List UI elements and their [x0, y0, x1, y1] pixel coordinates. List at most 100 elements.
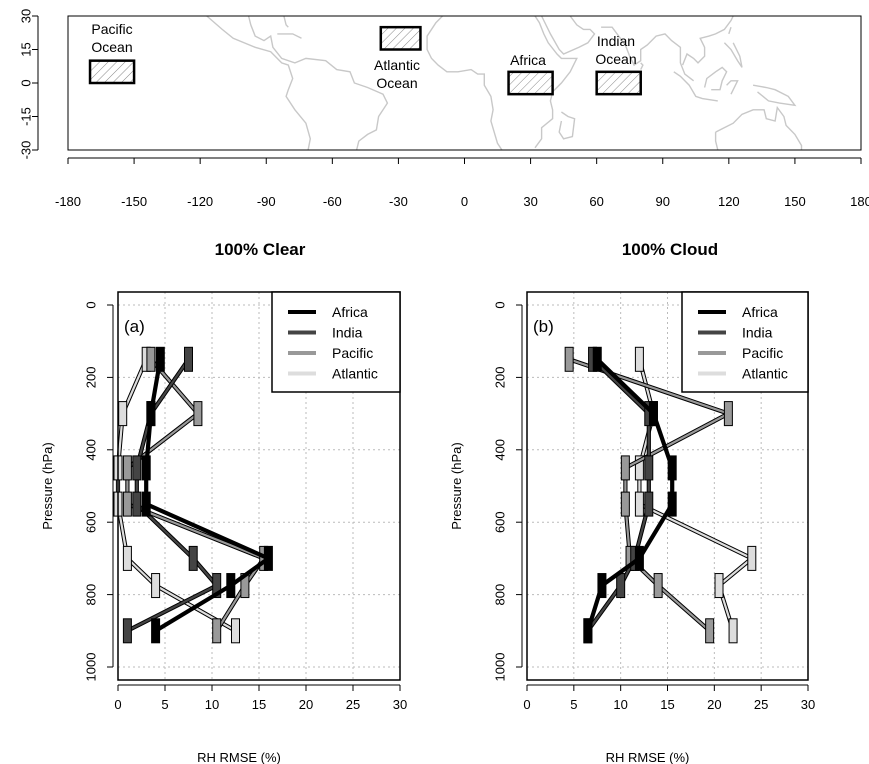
data-point-africa [667, 455, 677, 481]
data-point-india [132, 455, 142, 481]
x-tick-label: 25 [754, 697, 768, 712]
data-point-africa [263, 545, 273, 571]
x-tick-label: 0 [114, 697, 121, 712]
legend-entry: India [742, 325, 773, 341]
panel-clear: 0 5 10 15 20 25 30 RH RMSE (%) 0 200 400 600 800 1000… [40, 240, 407, 764]
region-box-africa [507, 70, 554, 96]
region-box-atlantic-ocean [379, 25, 422, 51]
map-frame [67, 15, 862, 151]
x-tick-label: 10 [205, 697, 219, 712]
panel-title: 100% Cloud [622, 240, 718, 259]
y-tick-label: 800 [493, 584, 508, 606]
data-point-atlantic [151, 573, 161, 599]
coastline [673, 71, 718, 102]
map-y-tick-label: 30 [19, 9, 34, 23]
region-label-pacific-ocean: Pacific [91, 21, 132, 37]
y-axis-label: Pressure (hPa) [40, 442, 55, 529]
y-tick-label: 400 [493, 439, 508, 461]
panel-label: (a) [124, 317, 145, 336]
data-point-pacific [705, 618, 715, 644]
data-point-pacific [620, 455, 630, 481]
coastline [206, 15, 312, 151]
legend-entry: Africa [332, 304, 368, 320]
data-point-pacific [122, 455, 132, 481]
coastline [640, 62, 644, 70]
coastline [681, 15, 734, 66]
x-tick-label: 30 [393, 697, 407, 712]
data-point-india [644, 491, 654, 517]
map-y-tick-label: -30 [19, 141, 34, 160]
x-tick-label: 10 [613, 697, 627, 712]
data-point-africa [151, 618, 161, 644]
data-point-africa [226, 573, 236, 599]
coastline [601, 26, 695, 82]
data-point-pacific [193, 401, 203, 427]
data-point-africa [597, 573, 607, 599]
data-point-atlantic [118, 401, 128, 427]
panel-cloud: 0 5 10 15 20 25 30 RH RMSE (%) 0 200 400 600 800 1000… [449, 240, 815, 764]
y-tick-label: 1000 [84, 653, 99, 682]
coastline [540, 15, 596, 55]
region-label-pacific-ocean: Ocean [91, 39, 132, 55]
data-point-pacific [653, 573, 663, 599]
data-point-atlantic [231, 618, 240, 644]
coastline [277, 33, 302, 39]
panel-label: (b) [533, 317, 554, 336]
map-x-tick-label: -150 [121, 194, 147, 209]
map-x-tick-label: 120 [718, 194, 740, 209]
legend-entry: Atlantic [332, 366, 378, 382]
data-point-atlantic [634, 346, 644, 372]
data-point-africa [155, 346, 165, 372]
coastline [726, 80, 739, 95]
region-label-atlantic-ocean: Ocean [376, 75, 417, 91]
region-label-atlantic-ocean: Atlantic [374, 57, 420, 73]
legend-entry: Atlantic [742, 366, 788, 382]
map-x-tick-label: 180 [850, 194, 869, 209]
data-point-atlantic [634, 455, 644, 481]
region-label-indian-ocean: Indian [597, 33, 635, 49]
y-tick-label: 400 [84, 439, 99, 461]
plot-frame [526, 291, 809, 681]
map-x-tick-label: -60 [323, 194, 342, 209]
y-tick-label: 200 [493, 367, 508, 389]
map-x-tick-label: -180 [55, 194, 81, 209]
map-x-tick-label: -90 [257, 194, 276, 209]
coastline [752, 84, 797, 107]
data-point-africa [648, 401, 658, 427]
x-tick-label: 0 [523, 697, 530, 712]
data-point-pacific [122, 491, 132, 517]
y-axis-label: Pressure (hPa) [449, 442, 464, 529]
data-point-atlantic [728, 618, 738, 644]
coastline [703, 66, 728, 91]
data-point-africa [141, 491, 151, 517]
map-x-tick-label: 90 [656, 194, 670, 209]
data-point-pacific [723, 401, 733, 427]
legend-entry: Africa [742, 304, 778, 320]
x-tick-label: 30 [801, 697, 815, 712]
data-point-india [644, 455, 654, 481]
region-box-indian-ocean [595, 70, 642, 96]
data-point-india [212, 573, 222, 599]
coastline [714, 132, 719, 151]
x-axis-label: RH RMSE (%) [606, 750, 690, 764]
x-tick-label: 5 [161, 697, 168, 712]
map-y-tick-label: 15 [19, 42, 34, 56]
data-point-india [122, 618, 132, 644]
data-point-africa [583, 618, 593, 644]
coastline [426, 15, 503, 151]
data-point-atlantic [634, 491, 644, 517]
data-point-atlantic [122, 545, 132, 571]
map-x-tick-label: -120 [187, 194, 213, 209]
y-tick-label: 0 [84, 301, 99, 308]
data-point-india [616, 573, 626, 599]
coastline [723, 42, 743, 68]
data-point-pacific [212, 618, 222, 644]
data-point-pacific [620, 491, 630, 517]
y-tick-label: 800 [84, 584, 99, 606]
region-label-indian-ocean: Ocean [595, 51, 636, 67]
data-point-india [132, 491, 142, 517]
legend-entry: Pacific [332, 345, 373, 361]
data-point-africa [634, 545, 644, 571]
data-point-india [188, 545, 198, 571]
